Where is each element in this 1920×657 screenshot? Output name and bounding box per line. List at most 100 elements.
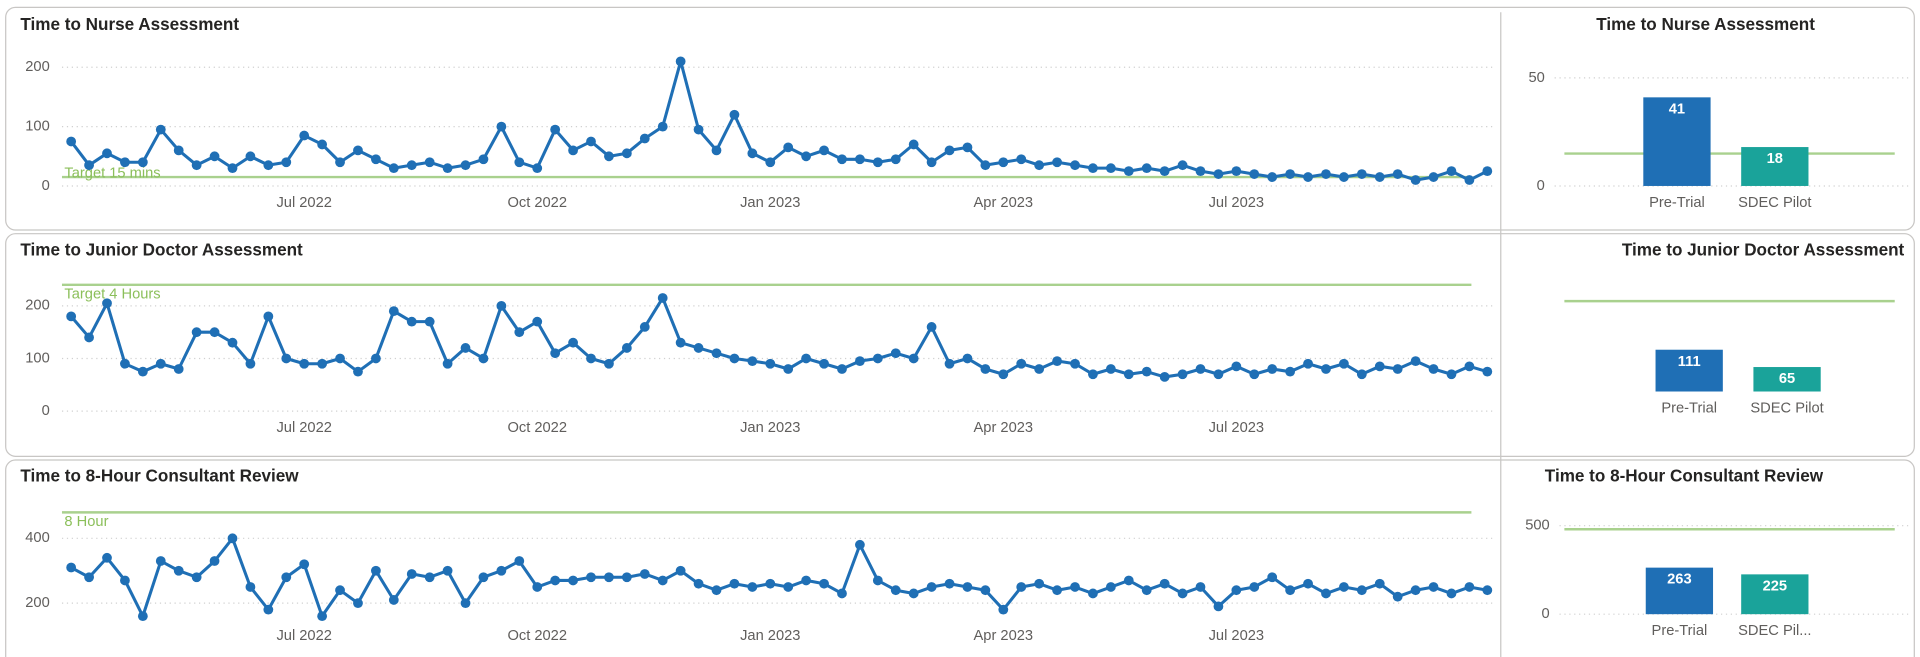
point [1195,582,1206,592]
point [1105,582,1116,592]
x-tick-label: Jan 2023 [740,628,800,644]
point [478,572,489,583]
point [66,562,77,573]
x-tick-label: Jul 2023 [1209,195,1264,211]
point [245,151,256,162]
point [1141,163,1152,174]
point [84,332,94,343]
point [1016,582,1027,592]
x-tick-label: Pre-Trial [1652,623,1708,639]
point [944,578,955,589]
point [711,348,722,359]
point [460,160,471,171]
point [962,582,973,592]
point [1231,585,1242,596]
point [1356,585,1367,596]
point [1339,582,1349,592]
point [980,364,991,374]
target-label: Target 4 Hours [64,286,160,302]
point [1374,578,1385,589]
point [66,136,77,147]
point [1159,578,1170,589]
point [1303,172,1313,182]
point [1123,575,1134,586]
point [926,582,937,592]
point [1446,166,1457,177]
point [783,582,794,592]
point [173,565,184,576]
point [173,364,184,374]
point [837,364,847,374]
point [478,154,489,165]
point [872,157,883,168]
point [944,145,955,156]
point [84,572,94,583]
point [1374,361,1385,372]
point [442,163,453,174]
point [1339,358,1349,369]
point [872,575,883,586]
point [1249,582,1260,592]
point [962,142,973,153]
point [1213,601,1224,612]
point [801,151,812,162]
point [1016,358,1027,369]
x-tick-label: Jul 2023 [1209,628,1264,644]
point [1482,366,1493,377]
point [1249,369,1260,380]
point [783,142,794,153]
point [1195,364,1206,374]
point [926,157,937,168]
point [335,353,345,364]
point [729,353,740,364]
point [496,300,507,311]
point [604,358,614,369]
point [1410,585,1421,596]
point [1052,356,1062,366]
point [1249,169,1260,179]
point [442,565,453,576]
x-tick-label: SDEC Pilot [1738,195,1811,211]
point [568,575,578,586]
point [1016,154,1027,165]
x-tick-label: Apr 2023 [974,628,1034,644]
point [639,569,650,579]
point [1070,582,1080,592]
point [173,145,184,156]
x-tick-label: Oct 2022 [507,420,567,436]
point [980,585,991,596]
x-tick-label: Jul 2022 [276,628,331,644]
point [245,582,256,592]
point [819,145,829,156]
point [1303,578,1313,589]
x-tick-label: SDEC Pil... [1738,623,1811,639]
point [783,364,794,374]
point [621,148,632,159]
point [263,160,274,171]
point [1123,369,1134,380]
point [299,559,310,570]
point [335,157,345,168]
point [1088,369,1098,380]
point [586,353,596,364]
point [102,298,112,309]
point [1392,591,1403,602]
point [102,552,112,563]
point [908,353,919,364]
point [1303,358,1313,369]
point [424,572,435,583]
point [1213,169,1224,179]
point [711,145,722,156]
point [353,366,363,377]
point [514,556,525,566]
point [299,358,310,369]
point [621,343,632,353]
point [120,575,130,586]
point [765,358,776,369]
point [890,154,901,165]
y-tick-label: 0 [1537,178,1545,194]
point [155,124,166,135]
point [191,327,202,338]
point [819,358,829,369]
